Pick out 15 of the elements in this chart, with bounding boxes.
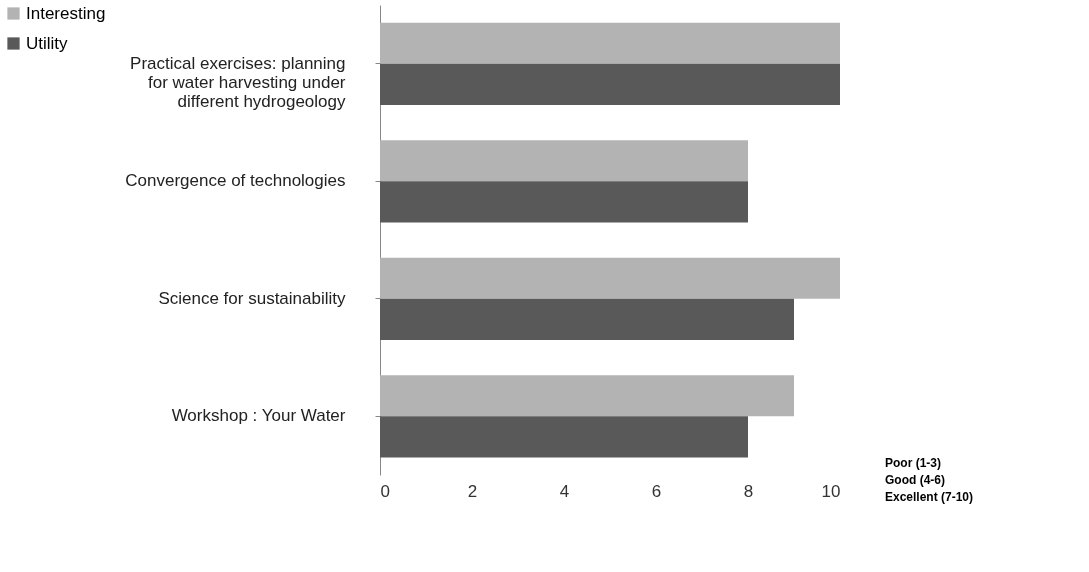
legend-label: Utility — [26, 33, 69, 53]
y-tick-label: Practical exercises: planning for water harvesting under different hydrogeology — [130, 53, 346, 111]
text: Good (4-6) — [885, 473, 945, 487]
y-tick-label: Workshop : Your Water — [171, 406, 346, 426]
text: Excellent (7-10) — [885, 489, 974, 504]
x-tick-label: 10 — [821, 481, 841, 501]
x-tick-label: 8 — [743, 481, 754, 501]
text: Poor (1-3) — [885, 456, 942, 471]
y-tick-label: Convergence of technologies — [125, 171, 346, 191]
legend-label: Interesting — [26, 3, 106, 23]
x-tick-label: 0 — [380, 481, 390, 501]
x-tick-label: 4 — [559, 481, 570, 501]
y-tick-label: Science for sustainability — [158, 288, 346, 308]
x-tick-label: 2 — [467, 481, 478, 501]
x-tick-label: 6 — [651, 481, 662, 501]
